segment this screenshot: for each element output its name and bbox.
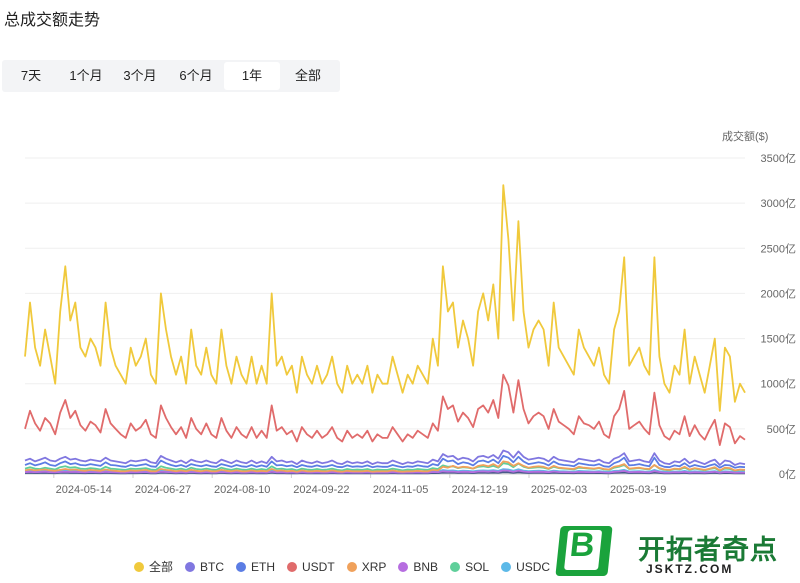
series-line-USDT[interactable] bbox=[24, 373, 746, 447]
range-tab-all[interactable]: 全部 bbox=[294, 68, 321, 83]
y-tick-label: 3000亿 bbox=[761, 197, 796, 210]
x-tick-label: 2024-08-10 bbox=[214, 484, 270, 496]
x-tick-label: 2024-09-22 bbox=[293, 484, 349, 496]
legend-label: ETH bbox=[251, 559, 276, 574]
y-axis-unit-label: 成交额($) bbox=[722, 129, 768, 143]
range-tab-3m[interactable]: 3个月 bbox=[123, 68, 157, 83]
legend-label: BNB bbox=[413, 559, 439, 574]
y-tick-label: 2500亿 bbox=[761, 242, 796, 255]
series-line-全部[interactable] bbox=[24, 184, 746, 412]
x-tick-label: 2025-03-19 bbox=[610, 484, 666, 496]
page-title: 总成交额走势 bbox=[4, 12, 101, 29]
time-range-selector: 7天 1个月 3个月 6个月 1年 全部 bbox=[2, 60, 340, 92]
x-axis-ticks: 2024-05-14 2024-06-27 2024-08-10 2024-09-22… bbox=[53, 474, 666, 496]
legend-dot bbox=[450, 561, 461, 572]
range-tab-6m[interactable]: 6个月 bbox=[179, 68, 213, 83]
legend-dot bbox=[501, 561, 512, 572]
x-tick-label: 2024-06-27 bbox=[135, 484, 191, 496]
y-tick-label: 500亿 bbox=[767, 423, 796, 436]
series-line-BTC[interactable] bbox=[24, 449, 746, 466]
series-line-ETH[interactable] bbox=[24, 454, 746, 469]
legend-item[interactable]: BNB bbox=[398, 560, 438, 574]
x-tick-label: 2024-05-14 bbox=[56, 484, 112, 496]
legend-item[interactable]: SOL bbox=[450, 560, 489, 574]
legend-dot bbox=[134, 561, 144, 572]
legend-label: 全部 bbox=[149, 560, 174, 574]
legend-item[interactable]: USDC bbox=[501, 560, 550, 574]
legend-label: BTC bbox=[200, 559, 225, 574]
x-tick-label: 2024-11-05 bbox=[373, 484, 428, 496]
y-axis-ticks: 0亿 500亿 1000亿 1500亿 2000亿 2500亿 3000亿 3500亿 bbox=[761, 152, 796, 481]
legend-item[interactable]: BTC bbox=[185, 560, 224, 574]
legend-label: USDC bbox=[516, 559, 551, 574]
legend-dot bbox=[236, 561, 247, 572]
legend-dot bbox=[287, 561, 298, 572]
x-tick-label: 2024-12-19 bbox=[452, 484, 508, 496]
logo-url: JSKTZ.COM bbox=[646, 562, 734, 576]
legend-dot bbox=[185, 561, 196, 572]
chart-legend: 全部 BTC ETH USDT XRP BNB SOL USDC bbox=[134, 558, 589, 575]
y-tick-label: 0亿 bbox=[779, 468, 796, 481]
site-logo: B 开拓者奇点 JSKTZ.COM bbox=[555, 522, 796, 580]
logo-name: 开拓者奇点 bbox=[638, 535, 778, 566]
legend-item[interactable]: 全部 bbox=[134, 558, 173, 575]
range-tab-7d[interactable]: 7天 bbox=[20, 68, 42, 83]
series-line-BNB[interactable] bbox=[24, 469, 745, 474]
y-tick-label: 1000亿 bbox=[761, 378, 796, 391]
legend-label: USDT bbox=[302, 559, 335, 574]
legend-item[interactable]: USDT bbox=[287, 560, 335, 574]
series-line-XRP[interactable] bbox=[24, 460, 746, 473]
legend-item[interactable]: ETH bbox=[236, 560, 275, 574]
legend-item[interactable]: XRP bbox=[346, 559, 387, 574]
range-tab-1y[interactable]: 1年 bbox=[224, 62, 280, 90]
y-tick-label: 1500亿 bbox=[761, 333, 796, 346]
y-tick-label: 3500亿 bbox=[761, 152, 796, 165]
x-tick-label: 2025-02-03 bbox=[531, 484, 587, 496]
range-tab-1m[interactable]: 1个月 bbox=[69, 68, 103, 83]
legend-dot bbox=[346, 561, 357, 572]
legend-label: XRP bbox=[361, 559, 387, 574]
legend-label: SOL bbox=[465, 559, 490, 574]
y-tick-label: 2000亿 bbox=[761, 287, 796, 300]
logo-letter: B bbox=[568, 526, 597, 564]
series-lines bbox=[24, 184, 746, 475]
legend-dot bbox=[398, 561, 409, 572]
